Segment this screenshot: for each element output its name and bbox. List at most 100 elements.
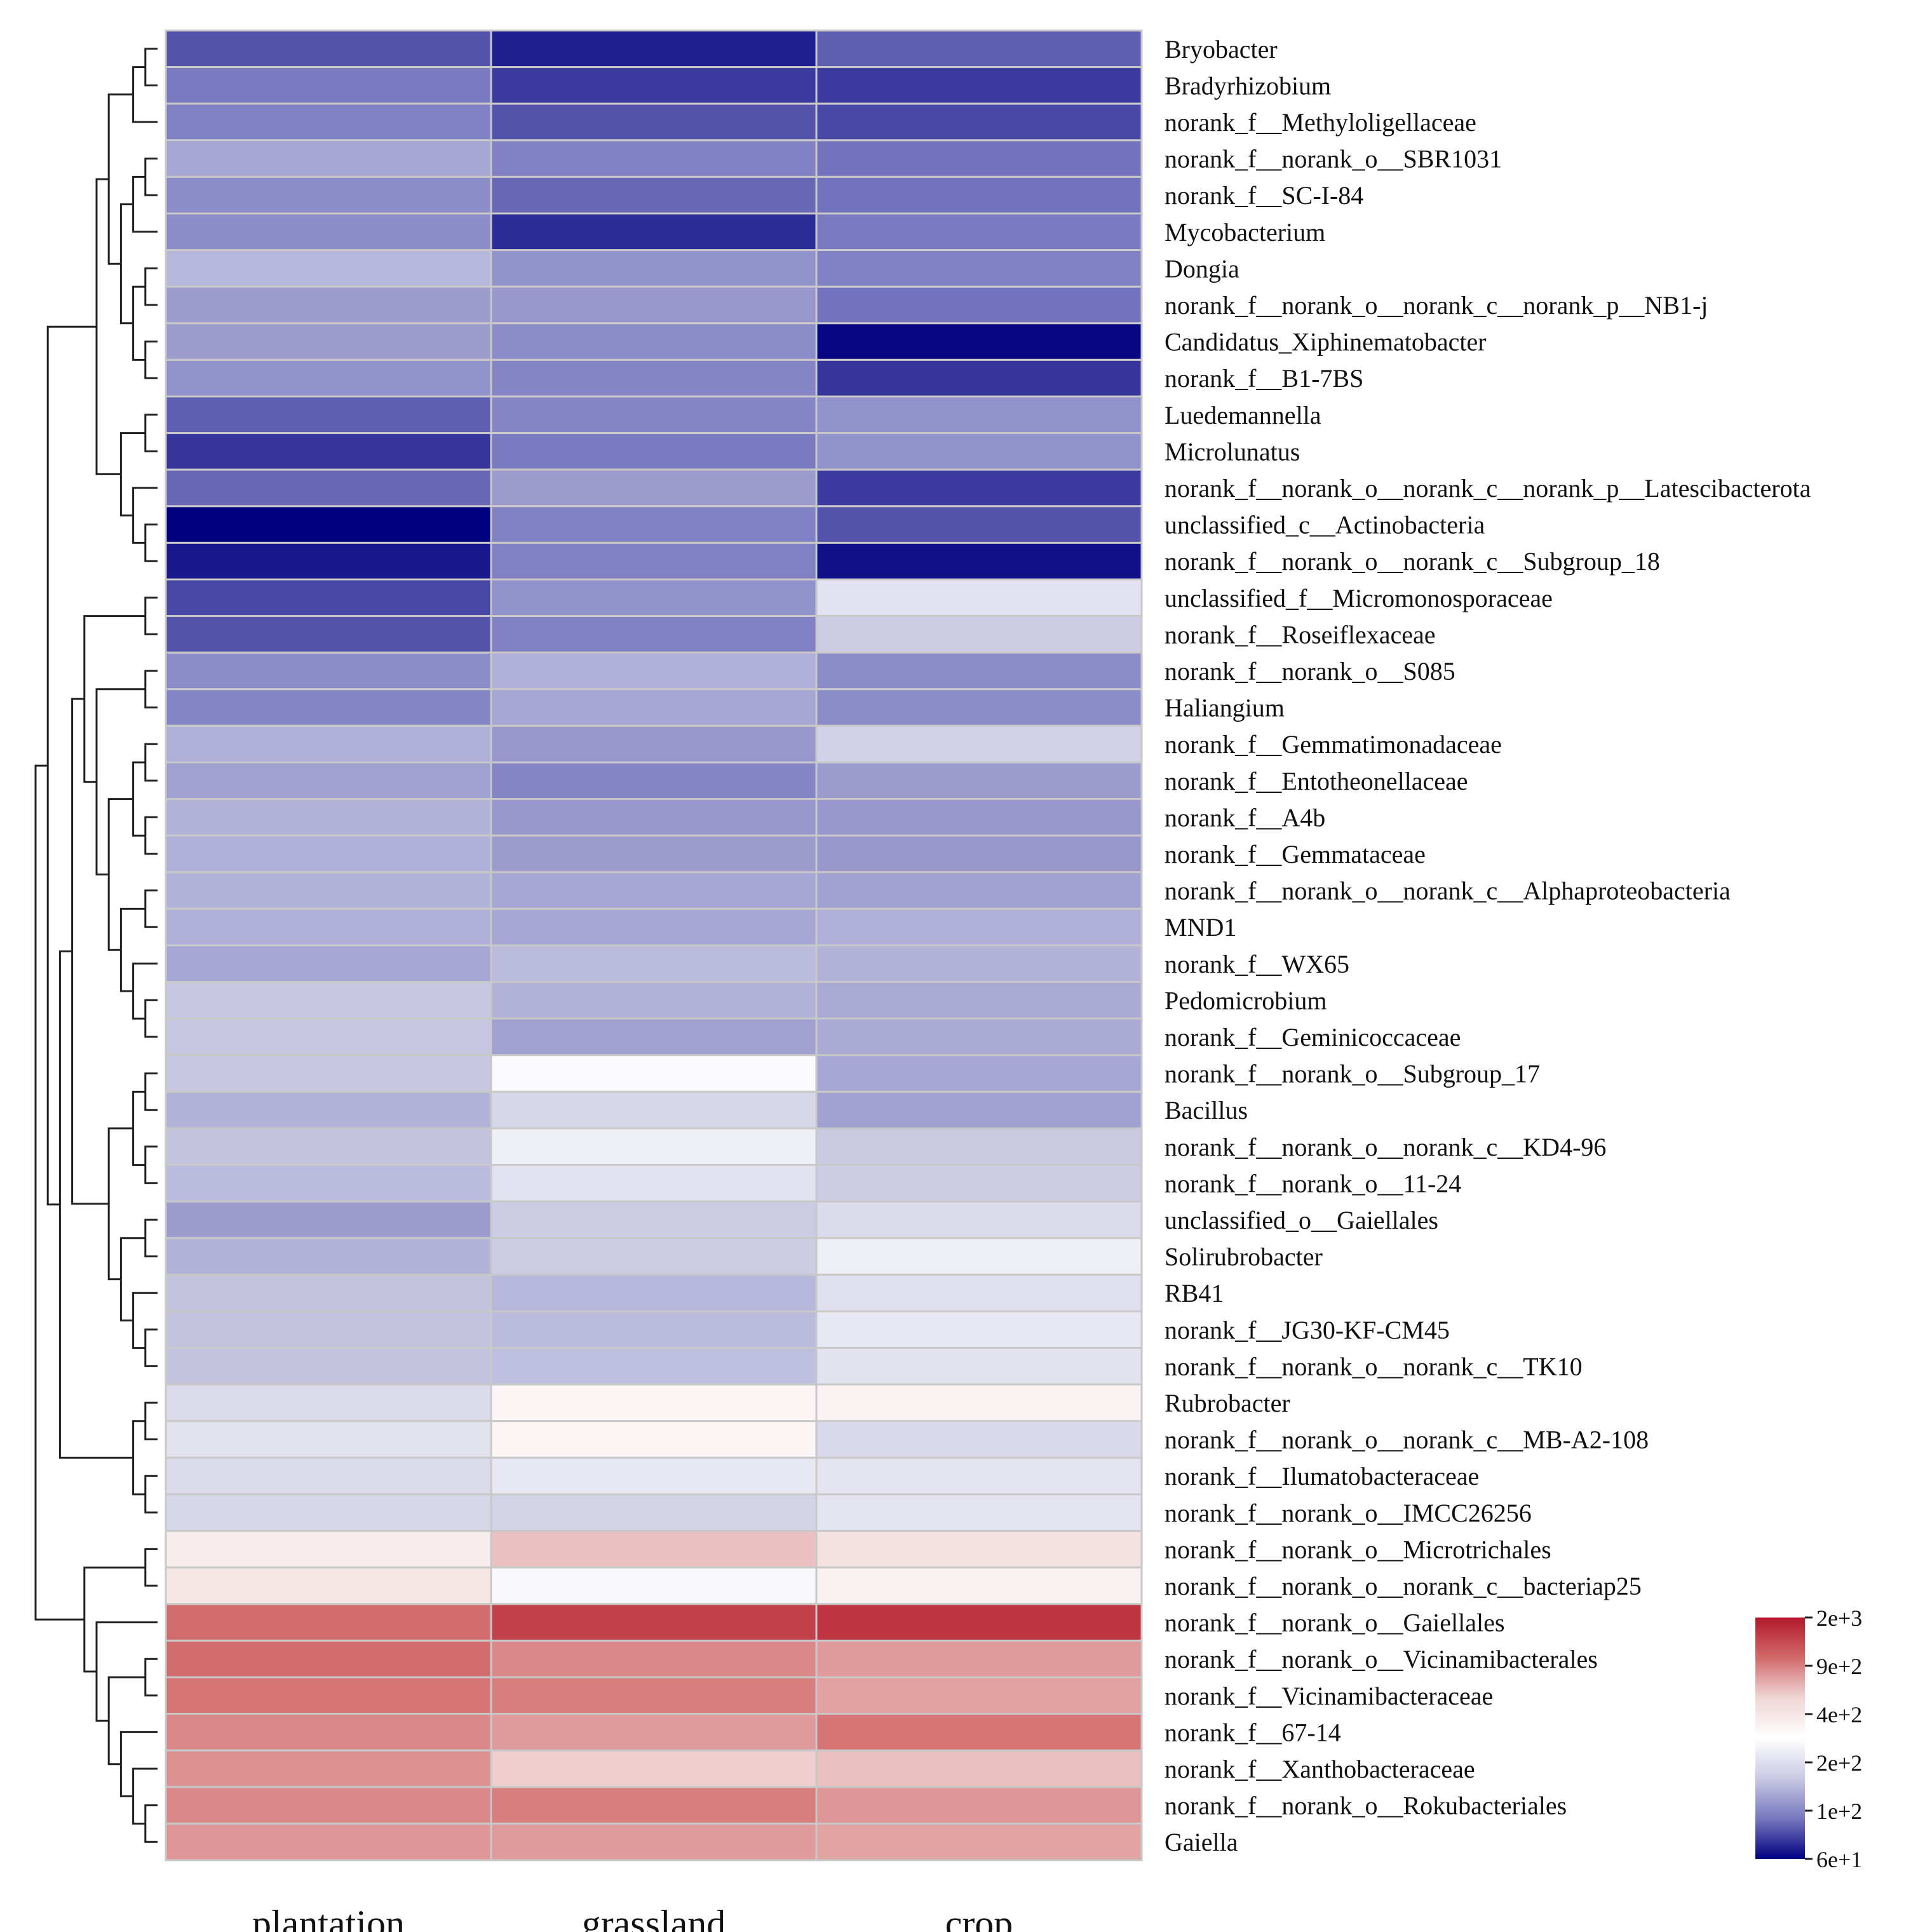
row-label: norank_f__Methyloligellaceae <box>1165 108 1476 137</box>
heatmap-cell <box>165 944 492 983</box>
heatmap-cell <box>165 1200 492 1240</box>
heatmap-cell <box>490 798 818 837</box>
heatmap-cell <box>165 102 492 142</box>
dendrogram-branch <box>144 743 158 782</box>
row-label: norank_f__norank_o__Subgroup_17 <box>1165 1060 1540 1088</box>
heatmap-cell <box>490 249 818 288</box>
row-label: RB41 <box>1165 1279 1224 1307</box>
heatmap-cell <box>815 505 1143 544</box>
heatmap-cell <box>815 1603 1143 1642</box>
dendrogram-branch <box>144 524 158 562</box>
heatmap-cell <box>490 1127 818 1166</box>
dendrogram-branch <box>144 267 158 306</box>
dendrogram-branch <box>144 670 158 709</box>
heatmap-cell <box>490 1090 818 1130</box>
dendrogram-branch <box>144 414 158 452</box>
heatmap-cell <box>490 1273 818 1313</box>
heatmap-cell <box>815 1493 1143 1532</box>
heatmap-cell <box>815 871 1143 910</box>
heatmap-cell <box>490 1566 818 1605</box>
heatmap-cell <box>815 285 1143 325</box>
heatmap-cell <box>165 834 492 874</box>
heatmap-cell <box>490 175 818 215</box>
heatmap-cell <box>490 578 818 618</box>
heatmap-cell <box>490 102 818 142</box>
heatmap-cell <box>815 1639 1143 1679</box>
heatmap-cell <box>815 651 1143 691</box>
row-label: Haliangium <box>1165 694 1285 722</box>
column-labels: plantation grassland crop <box>252 1903 1013 1932</box>
dendrogram-branch <box>144 999 158 1038</box>
heatmap-cell <box>490 615 818 654</box>
heatmap-cell <box>815 29 1143 69</box>
heatmap-cell <box>815 395 1143 435</box>
row-label: norank_f__norank_o__norank_c__TK10 <box>1165 1352 1583 1381</box>
column-label: crop <box>945 1903 1013 1932</box>
dendrogram-branch <box>144 597 158 635</box>
row-label: norank_f__Geminicoccaceae <box>1165 1023 1461 1051</box>
heatmap-cell <box>490 1310 818 1349</box>
row-label: norank_f__Xanthobacteraceae <box>1165 1755 1475 1783</box>
heatmap-cell <box>815 1127 1143 1166</box>
heatmap-cell <box>815 1713 1143 1752</box>
column-label: plantation <box>252 1903 405 1932</box>
heatmap-cell <box>165 651 492 691</box>
heatmap-cell <box>815 1383 1143 1422</box>
row-label: norank_f__Gemmataceae <box>1165 840 1426 868</box>
heatmap-cell <box>815 1054 1143 1093</box>
heatmap-cell <box>490 1713 818 1752</box>
heatmap-cell <box>490 1164 818 1203</box>
dendrogram-branch <box>144 1402 158 1441</box>
heatmap-cell <box>490 1493 818 1532</box>
heatmap-cell <box>490 724 818 764</box>
row-label: Gaiella <box>1165 1828 1238 1856</box>
heatmap-cell <box>490 432 818 471</box>
row-label: norank_f__Vicinamibacteraceae <box>1165 1682 1493 1710</box>
row-label: norank_f__Entotheonellaceae <box>1165 767 1468 795</box>
heatmap-cell <box>165 1676 492 1715</box>
heatmap-cell <box>165 468 492 508</box>
row-label: norank_f__norank_o__Rokubacteriales <box>1165 1792 1567 1820</box>
heatmap-cell <box>815 1090 1143 1130</box>
row-label: norank_f__norank_o__Vicinamibacterales <box>1165 1645 1598 1673</box>
heatmap-cell <box>165 322 492 361</box>
heatmap-cell <box>490 395 818 435</box>
heatmap-cell <box>815 249 1143 288</box>
heatmap-cell <box>165 249 492 288</box>
heatmap-cell <box>490 1530 818 1569</box>
row-label: MND1 <box>1165 913 1236 942</box>
heatmap-cell <box>165 1090 492 1130</box>
heatmap-cell <box>490 1456 818 1496</box>
color-legend-tick-label: 2e+3 <box>1816 1605 1862 1631</box>
heatmap-cell <box>490 505 818 544</box>
heatmap-cell <box>165 907 492 947</box>
color-legend-tick-label: 2e+2 <box>1816 1750 1862 1776</box>
heatmap-cell <box>815 1347 1143 1386</box>
heatmap-cell <box>815 907 1143 947</box>
heatmap-cell <box>490 1054 818 1093</box>
heatmap-cell <box>490 1420 818 1459</box>
heatmap-cell <box>490 944 818 983</box>
heatmap-cell <box>815 1237 1143 1276</box>
row-label: norank_f__norank_o__norank_c__KD4-96 <box>1165 1133 1606 1161</box>
heatmap-cell <box>165 1347 492 1386</box>
heatmap-cell <box>815 578 1143 618</box>
heatmap-cell <box>815 1273 1143 1313</box>
dendrogram-branch <box>144 341 158 379</box>
row-label: Pedomicrobium <box>1165 986 1327 1015</box>
heatmap-cell <box>165 578 492 618</box>
heatmap-cell <box>815 1456 1143 1496</box>
color-legend-tick-label: 4e+2 <box>1816 1702 1862 1727</box>
heatmap-cell <box>165 505 492 544</box>
row-label: Rubrobacter <box>1165 1389 1290 1417</box>
row-label: Bacillus <box>1165 1096 1248 1125</box>
heatmap-cell <box>490 322 818 361</box>
dendrogram-branch <box>132 761 145 837</box>
heatmap-cell <box>815 1749 1143 1788</box>
heatmap-cell <box>815 798 1143 837</box>
heatmap-cell <box>165 1530 492 1569</box>
dendrogram-branch <box>144 1804 158 1843</box>
heatmap-cell <box>165 175 492 215</box>
heatmap-cell <box>815 212 1143 252</box>
row-label: Candidatus_Xiphinematobacter <box>1165 328 1487 356</box>
